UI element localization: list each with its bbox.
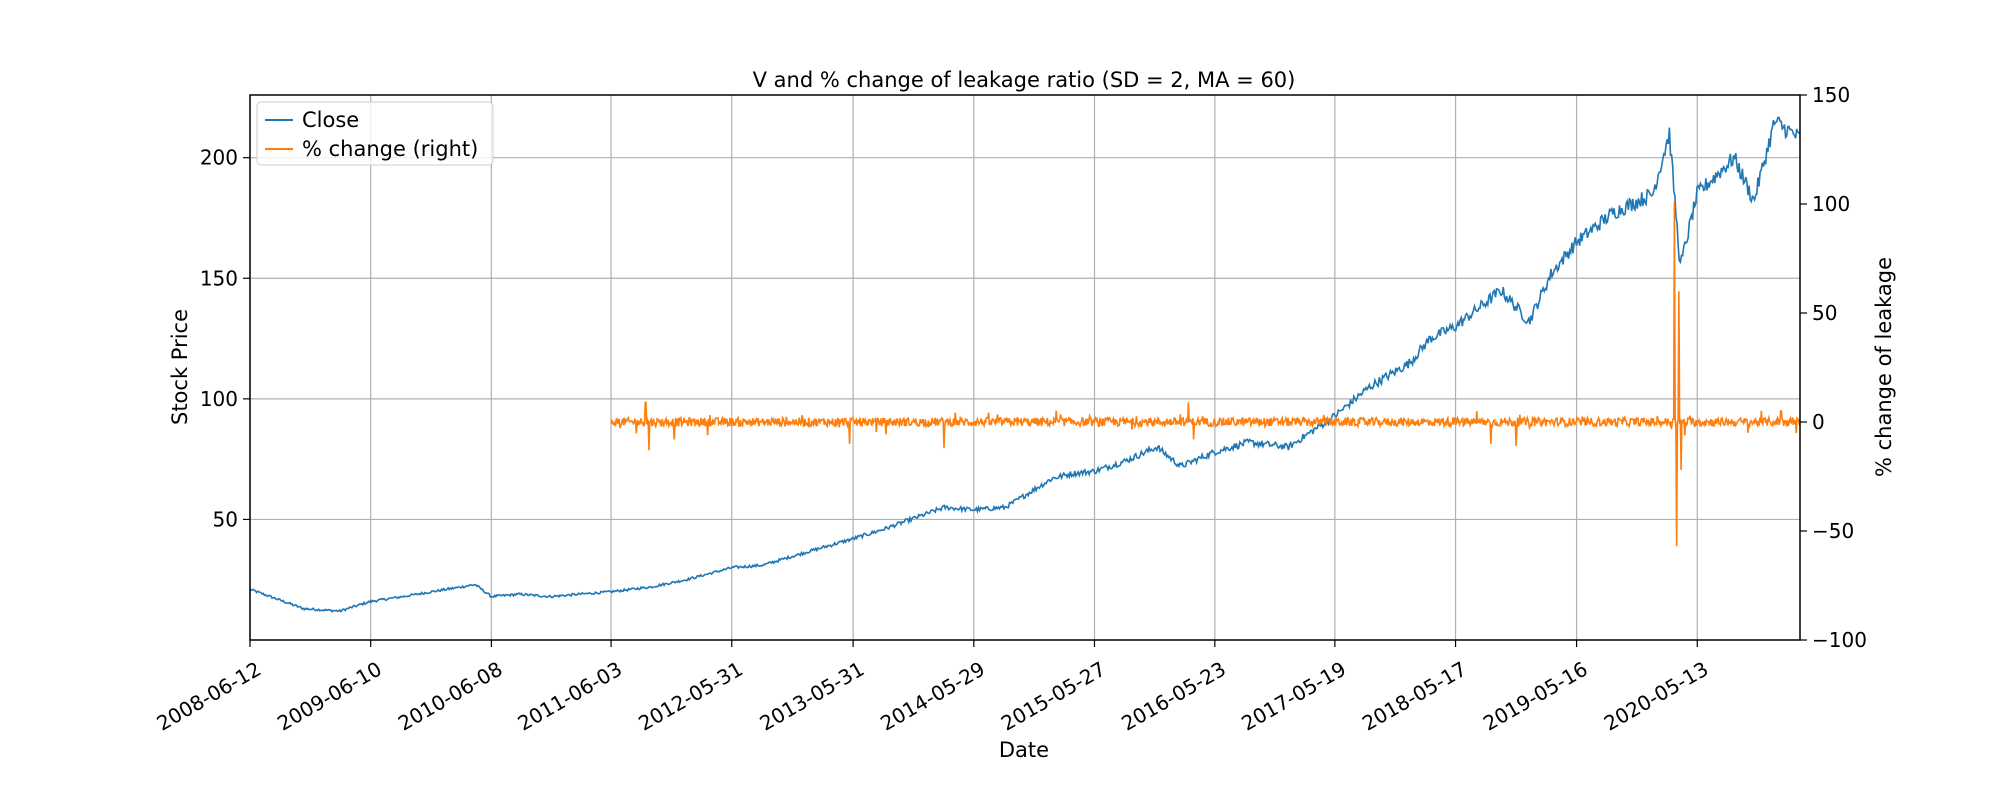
- y2-tick-label: 100: [1812, 192, 1850, 216]
- x-tick-label: 2017-05-19: [1237, 657, 1350, 736]
- x-tick-label: 2015-05-27: [997, 657, 1110, 736]
- y-tick-label: 200: [200, 146, 238, 170]
- y2-tick-label: 150: [1812, 83, 1850, 107]
- x-tick-label: 2010-06-08: [394, 657, 507, 736]
- y-axis-left: 50 100 150 200: [200, 146, 250, 531]
- x-tick-label: 2019-05-16: [1479, 657, 1592, 736]
- y-axis-label: Stock Price: [168, 309, 192, 425]
- y-tick-label: 100: [200, 387, 238, 411]
- y2-axis-label: % change of leakage: [1872, 257, 1896, 477]
- x-tick-label: 2013-05-31: [756, 657, 869, 736]
- plot-frame: [249, 94, 1801, 641]
- line-close: [249, 116, 1801, 614]
- x-tick-label: 2014-05-29: [876, 657, 989, 736]
- series-close: [249, 116, 1801, 614]
- line-pct-change: [610, 201, 1801, 547]
- y-tick-label: 50: [213, 507, 238, 531]
- y2-tick-label: 0: [1812, 410, 1825, 434]
- x-tick-label: 2009-06-10: [273, 657, 386, 736]
- x-tick-label: 2016-05-23: [1117, 657, 1230, 736]
- y2-tick-label: −100: [1812, 628, 1867, 652]
- y2-tick-label: −50: [1812, 519, 1854, 543]
- y-axis-right: −100 −50 0 50 100 150: [1800, 83, 1867, 652]
- grid: [249, 95, 1800, 640]
- legend-frame: [256, 101, 494, 166]
- plot-area: [250, 95, 1800, 640]
- y-tick-label: 150: [200, 266, 238, 290]
- x-tick-label: 2018-05-17: [1358, 657, 1471, 736]
- chart-title: V and % change of leakage ratio (SD = 2,…: [753, 68, 1296, 92]
- x-axis-label: Date: [999, 738, 1049, 762]
- series-pct-change: [610, 201, 1801, 547]
- legend: Close % change (right): [256, 101, 494, 166]
- legend-label-close: Close: [302, 108, 359, 132]
- y2-tick-label: 50: [1812, 301, 1837, 325]
- legend-label-pct-change: % change (right): [302, 137, 478, 161]
- x-tick-label: 2008-06-12: [152, 657, 265, 736]
- x-tick-label: 2011-06-03: [514, 657, 627, 736]
- x-tick-label: 2020-05-13: [1600, 657, 1713, 736]
- x-tick-label: 2012-05-31: [634, 657, 747, 736]
- x-axis: 2008-06-12 2009-06-10 2010-06-08 2011-06-03…: [152, 640, 1712, 736]
